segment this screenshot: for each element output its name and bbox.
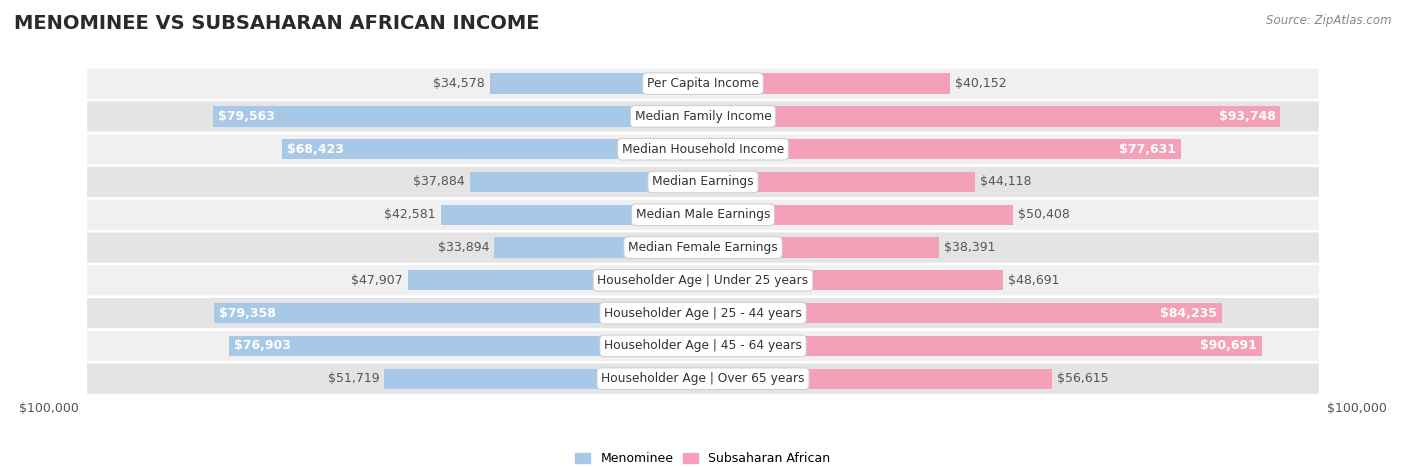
FancyBboxPatch shape xyxy=(87,331,1319,361)
Text: Source: ZipAtlas.com: Source: ZipAtlas.com xyxy=(1267,14,1392,27)
Text: Householder Age | 25 - 44 years: Householder Age | 25 - 44 years xyxy=(605,307,801,319)
Text: $84,235: $84,235 xyxy=(1160,307,1216,319)
Legend: Menominee, Subsaharan African: Menominee, Subsaharan African xyxy=(571,447,835,467)
Text: Householder Age | 45 - 64 years: Householder Age | 45 - 64 years xyxy=(605,340,801,353)
FancyBboxPatch shape xyxy=(87,167,1319,197)
Text: $77,631: $77,631 xyxy=(1119,143,1177,156)
FancyBboxPatch shape xyxy=(87,364,1319,394)
FancyBboxPatch shape xyxy=(87,265,1319,296)
Bar xyxy=(703,270,1002,290)
Text: $56,615: $56,615 xyxy=(1057,372,1108,385)
Text: $38,391: $38,391 xyxy=(945,241,995,254)
Text: $48,691: $48,691 xyxy=(1008,274,1059,287)
FancyBboxPatch shape xyxy=(87,233,1319,262)
Text: $100,000: $100,000 xyxy=(20,402,79,415)
Bar xyxy=(229,336,703,356)
Text: $40,152: $40,152 xyxy=(955,77,1007,90)
Text: Median Earnings: Median Earnings xyxy=(652,176,754,189)
Bar xyxy=(470,172,703,192)
Text: $50,408: $50,408 xyxy=(1018,208,1070,221)
Bar xyxy=(703,139,1181,159)
Text: Median Female Earnings: Median Female Earnings xyxy=(628,241,778,254)
Bar xyxy=(212,106,703,127)
Text: $44,118: $44,118 xyxy=(980,176,1031,189)
Bar xyxy=(384,368,703,389)
Text: $51,719: $51,719 xyxy=(328,372,380,385)
Text: Per Capita Income: Per Capita Income xyxy=(647,77,759,90)
Text: $37,884: $37,884 xyxy=(413,176,465,189)
Text: $79,358: $79,358 xyxy=(219,307,276,319)
Text: $33,894: $33,894 xyxy=(437,241,489,254)
Bar xyxy=(703,106,1281,127)
Bar xyxy=(703,205,1014,225)
Text: $47,907: $47,907 xyxy=(352,274,404,287)
Bar xyxy=(214,303,703,323)
Bar xyxy=(440,205,703,225)
Text: Median Household Income: Median Household Income xyxy=(621,143,785,156)
Bar xyxy=(491,73,703,94)
Text: Householder Age | Over 65 years: Householder Age | Over 65 years xyxy=(602,372,804,385)
FancyBboxPatch shape xyxy=(87,134,1319,164)
Text: $34,578: $34,578 xyxy=(433,77,485,90)
Bar xyxy=(703,73,950,94)
Text: Median Family Income: Median Family Income xyxy=(634,110,772,123)
Bar xyxy=(281,139,703,159)
Bar xyxy=(408,270,703,290)
Text: $90,691: $90,691 xyxy=(1199,340,1257,353)
Text: $68,423: $68,423 xyxy=(287,143,343,156)
Text: $42,581: $42,581 xyxy=(384,208,436,221)
Bar xyxy=(703,172,974,192)
FancyBboxPatch shape xyxy=(87,101,1319,132)
Text: $100,000: $100,000 xyxy=(1327,402,1386,415)
FancyBboxPatch shape xyxy=(87,200,1319,230)
Text: Householder Age | Under 25 years: Householder Age | Under 25 years xyxy=(598,274,808,287)
Bar xyxy=(703,368,1052,389)
Text: $79,563: $79,563 xyxy=(218,110,274,123)
Text: $76,903: $76,903 xyxy=(235,340,291,353)
Bar xyxy=(703,336,1261,356)
Text: MENOMINEE VS SUBSAHARAN AFRICAN INCOME: MENOMINEE VS SUBSAHARAN AFRICAN INCOME xyxy=(14,14,540,33)
Bar xyxy=(703,303,1222,323)
Bar xyxy=(703,237,939,258)
FancyBboxPatch shape xyxy=(87,298,1319,328)
Bar xyxy=(495,237,703,258)
FancyBboxPatch shape xyxy=(87,69,1319,99)
Text: Median Male Earnings: Median Male Earnings xyxy=(636,208,770,221)
Text: $93,748: $93,748 xyxy=(1219,110,1275,123)
